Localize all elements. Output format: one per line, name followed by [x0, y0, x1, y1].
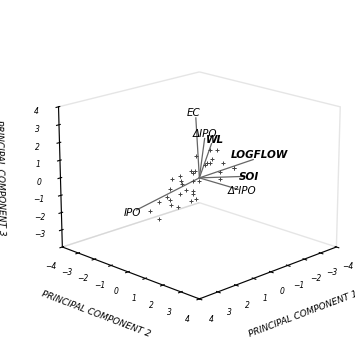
X-axis label: PRINCIPAL COMPONENT 1: PRINCIPAL COMPONENT 1: [247, 290, 355, 339]
Y-axis label: PRINCIPAL COMPONENT 2: PRINCIPAL COMPONENT 2: [40, 290, 151, 339]
